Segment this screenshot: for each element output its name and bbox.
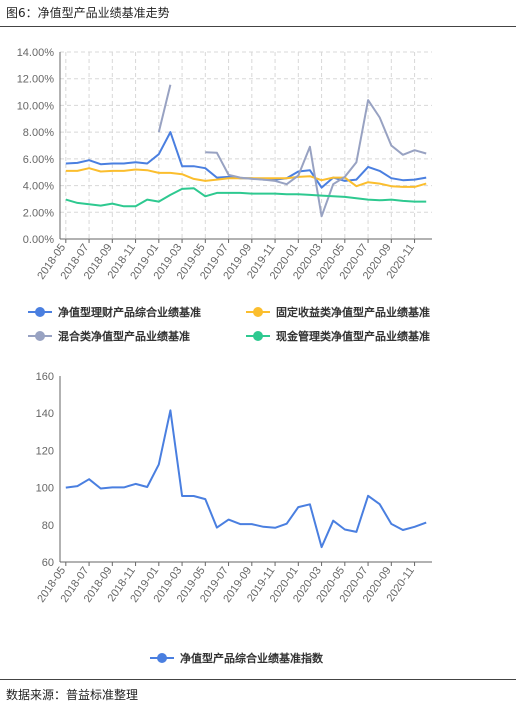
data-source: 数据来源：普益标准整理 [6, 688, 139, 702]
legend-label: 净值型产品综合业绩基准指数 [180, 651, 324, 665]
y-tick-label: 0.00% [23, 234, 54, 246]
legend-marker [35, 307, 45, 317]
y-tick-label: 4.00% [23, 181, 54, 193]
figure-title: 图6：净值型产品业绩基准走势 [6, 6, 170, 20]
series-line-0-0 [65, 131, 427, 189]
legend-label: 固定收益类净值型产品业绩基准 [276, 305, 430, 319]
legend-marker [35, 331, 45, 341]
series-line-1-0 [65, 409, 427, 549]
y-tick-label: 14.00% [17, 47, 55, 59]
y-tick-label: 80 [42, 520, 54, 532]
legend-marker [253, 307, 263, 317]
y-tick-label: 10.00% [17, 100, 55, 112]
y-tick-label: 12.00% [17, 74, 55, 86]
y-tick-label: 2.00% [23, 207, 54, 219]
legend-label: 混合类净值型产品业绩基准 [58, 329, 190, 343]
y-tick-label: 6.00% [23, 154, 54, 166]
legend-marker [157, 653, 167, 663]
bottom-rule [0, 679, 516, 680]
legend-label: 净值型理财产品综合业绩基准 [58, 305, 201, 319]
y-tick-label: 100 [36, 483, 54, 495]
series-line-0-3 [65, 187, 427, 208]
y-tick-label: 8.00% [23, 127, 54, 139]
legend-marker [253, 331, 263, 341]
top-rule [0, 26, 516, 27]
series-line-0-2 [157, 84, 427, 218]
y-tick-label: 160 [36, 371, 54, 383]
y-tick-label: 60 [42, 557, 54, 569]
y-tick-label: 120 [36, 445, 54, 457]
y-tick-label: 140 [36, 408, 54, 420]
legend-label: 现金管理类净值型产品业绩基准 [276, 329, 430, 343]
